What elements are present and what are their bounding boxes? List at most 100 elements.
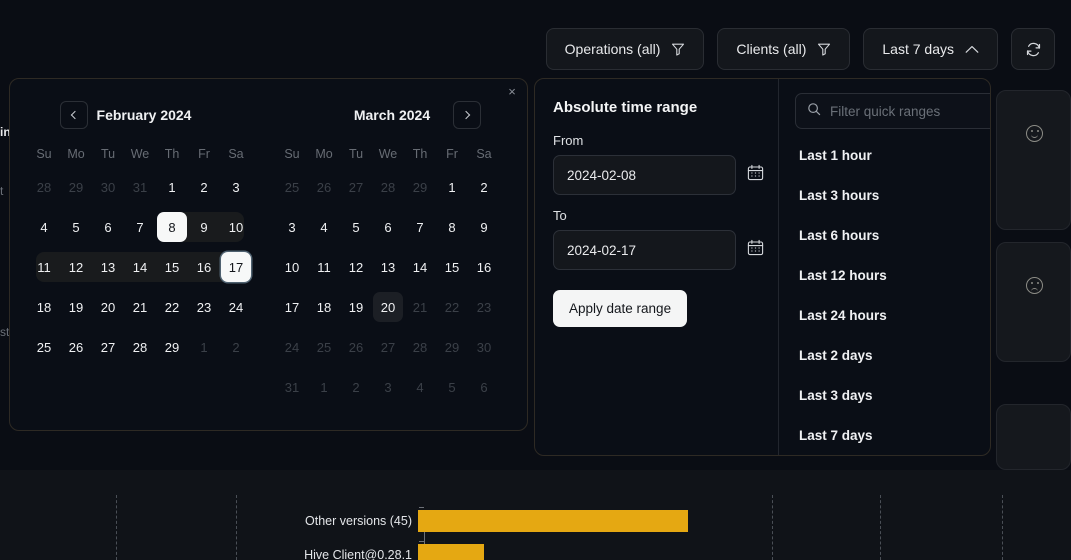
calendar-day-label: 16 [196, 259, 212, 275]
quick-ranges-filter-box[interactable] [795, 93, 990, 129]
calendar-day[interactable]: 5 [60, 207, 92, 247]
apply-date-range-button[interactable]: Apply date range [553, 290, 688, 327]
calendar-day[interactable]: 8 [156, 207, 188, 247]
calendar-day[interactable]: 1 [436, 167, 468, 207]
chart-bar-row: Hive Client@0.28.1 [0, 544, 484, 560]
calendar-day[interactable]: 14 [124, 247, 156, 287]
weekday-label: We [130, 147, 150, 161]
calendar-day[interactable]: 29 [156, 327, 188, 367]
calendar-day-label: 17 [284, 299, 300, 315]
chart-bar[interactable] [418, 544, 484, 560]
calendar-day-label: 7 [416, 219, 424, 235]
prev-month-button[interactable] [60, 101, 88, 129]
quick-ranges-filter-input[interactable] [830, 103, 990, 119]
calendar-day[interactable]: 5 [340, 207, 372, 247]
calendar-day[interactable]: 7 [124, 207, 156, 247]
calendar-day[interactable]: 3 [276, 207, 308, 247]
calendar-day[interactable]: 9 [188, 207, 220, 247]
quick-range-item[interactable]: Last 2 days [799, 347, 873, 363]
chart-bar-row: Other versions (45) [0, 510, 688, 532]
calendar-day[interactable]: 17 [220, 247, 252, 287]
quick-range-item[interactable]: Last 6 hours [799, 227, 880, 243]
calendar-day[interactable]: 13 [372, 247, 404, 287]
calendar-day[interactable]: 22 [156, 287, 188, 327]
time-range-button[interactable]: Last 7 days [863, 28, 998, 70]
calendar-day[interactable]: 25 [28, 327, 60, 367]
quick-range-item[interactable]: Last 12 hours [799, 267, 887, 283]
calendar-day[interactable]: 16 [188, 247, 220, 287]
calendar-day[interactable]: 17 [276, 287, 308, 327]
time-range-popover: Absolute time range From To [534, 78, 991, 456]
calendar-day: 25 [276, 167, 308, 207]
smiley-icon [1026, 125, 1043, 142]
quick-range-item[interactable]: Last 7 days [799, 427, 873, 443]
calendar-day-label: 11 [37, 259, 51, 275]
calendar-day[interactable]: 26 [60, 327, 92, 367]
calendar-day-label: 30 [476, 339, 492, 355]
calendar-day-label: 28 [36, 179, 52, 195]
calendar-day[interactable]: 12 [60, 247, 92, 287]
calendar-day[interactable]: 3 [220, 167, 252, 207]
background-card-positive[interactable] [996, 90, 1071, 230]
quick-range-item[interactable]: Last 3 hours [799, 187, 880, 203]
refresh-button[interactable] [1011, 28, 1055, 70]
quick-range-item[interactable]: Last 1 hour [799, 147, 872, 163]
calendar-day[interactable]: 27 [92, 327, 124, 367]
calendar-day[interactable]: 6 [372, 207, 404, 247]
calendar-day[interactable]: 18 [308, 287, 340, 327]
calendar-day[interactable]: 15 [436, 247, 468, 287]
background-card-negative[interactable] [996, 242, 1071, 362]
calendar-day[interactable]: 8 [436, 207, 468, 247]
next-month-button[interactable] [453, 101, 481, 129]
calendar-day-label: 9 [200, 219, 208, 235]
calendar-day-label: 29 [68, 179, 84, 195]
calendar-day[interactable]: 1 [156, 167, 188, 207]
calendar-icon[interactable] [747, 164, 764, 186]
background-card-third[interactable] [996, 404, 1071, 470]
close-icon[interactable]: × [508, 84, 516, 99]
calendar-day[interactable]: 15 [156, 247, 188, 287]
calendar-day[interactable]: 19 [340, 287, 372, 327]
from-date-input[interactable] [553, 155, 736, 195]
calendar-day[interactable]: 10 [276, 247, 308, 287]
calendar-day[interactable]: 14 [404, 247, 436, 287]
weekday-label: Sa [228, 147, 244, 161]
calendar-day[interactable]: 6 [92, 207, 124, 247]
calendar-day-label: 2 [232, 339, 240, 355]
calendar-day[interactable]: 19 [60, 287, 92, 327]
calendar-day-label: 1 [200, 339, 208, 355]
calendar-day[interactable]: 2 [468, 167, 500, 207]
calendar-day[interactable]: 11 [28, 247, 60, 287]
calendar-day[interactable]: 16 [468, 247, 500, 287]
calendar-day[interactable]: 2 [188, 167, 220, 207]
calendar-day[interactable]: 4 [308, 207, 340, 247]
calendar-day[interactable]: 21 [124, 287, 156, 327]
calendar-day-label: 15 [164, 259, 180, 275]
search-icon [807, 102, 821, 121]
calendar-day[interactable]: 7 [404, 207, 436, 247]
weekday-label: Su [284, 147, 300, 161]
quick-range-item[interactable]: Last 3 days [799, 387, 873, 403]
calendar-day[interactable]: 20 [92, 287, 124, 327]
calendar-day[interactable]: 13 [92, 247, 124, 287]
calendar-day[interactable]: 18 [28, 287, 60, 327]
calendar-day-label: 1 [320, 379, 328, 395]
quick-range-item[interactable]: Last 24 hours [799, 307, 887, 323]
chart-bar[interactable] [418, 510, 688, 532]
weekday-label: Th [412, 147, 428, 161]
weekday-header-row: Su Mo Tu We Th Fr Sa [276, 141, 508, 167]
calendar-day[interactable]: 12 [340, 247, 372, 287]
calendar-day[interactable]: 20 [372, 287, 404, 327]
calendar-day[interactable]: 9 [468, 207, 500, 247]
clients-filter-button[interactable]: Clients (all) [717, 28, 851, 70]
operations-filter-button[interactable]: Operations (all) [545, 28, 705, 70]
calendar-icon[interactable] [747, 239, 764, 261]
calendar-header: February 2024 [28, 99, 260, 131]
calendar-day[interactable]: 24 [220, 287, 252, 327]
calendar-day[interactable]: 28 [124, 327, 156, 367]
calendar-day[interactable]: 4 [28, 207, 60, 247]
calendar-day[interactable]: 10 [220, 207, 252, 247]
calendar-day[interactable]: 11 [308, 247, 340, 287]
calendar-day[interactable]: 23 [188, 287, 220, 327]
to-date-input[interactable] [553, 230, 736, 270]
